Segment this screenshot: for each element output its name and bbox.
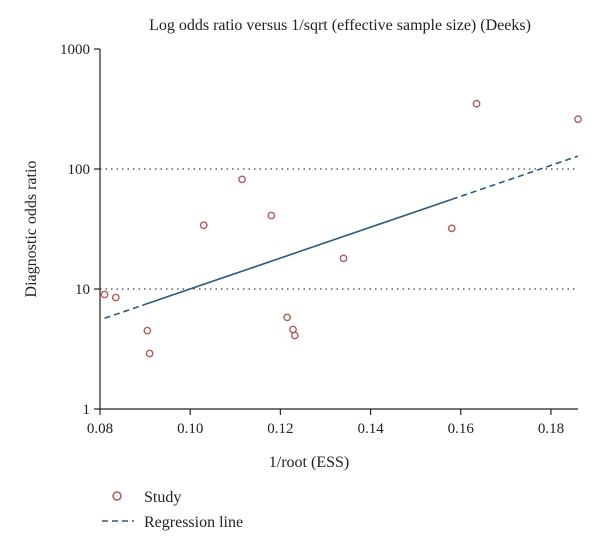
x-axis-label: 1/root (ESS) [269, 454, 349, 471]
x-tick-label: 0.08 [87, 421, 113, 437]
axes [94, 48, 578, 415]
regression-line-segment [451, 155, 579, 201]
x-tick-label: 0.18 [538, 421, 564, 437]
y-tick-label: 1000 [60, 42, 90, 58]
study-point [100, 290, 109, 299]
legend-study-label: Study [144, 489, 181, 506]
x-tick-label: 0.16 [448, 421, 475, 437]
study-point [238, 175, 246, 184]
grid-lines [100, 168, 578, 290]
y-tick-label: 10 [75, 282, 90, 298]
x-tick-label: 0.10 [177, 421, 203, 437]
study-point [111, 293, 120, 302]
y-axis-label: Diagnostic odds ratio [23, 161, 40, 298]
study-point [267, 211, 276, 220]
legend-study-symbol [112, 491, 122, 501]
study-point [290, 331, 299, 340]
legend-regression-label: Regression line [144, 514, 243, 531]
study-point [339, 254, 348, 263]
study-point [145, 349, 154, 358]
chart-text: 1 10 100 1000 0.08 0.10 0.12 0.14 0.16 0.18 Log od… [23, 17, 564, 471]
regression-line-segment [144, 198, 452, 306]
study-point [143, 326, 152, 335]
legend: Study Regression line [102, 489, 243, 531]
study-point [447, 224, 456, 233]
regression-line-segment [104, 303, 146, 320]
x-tick-label: 0.14 [357, 421, 384, 437]
chart-title: Log odds ratio versus 1/sqrt (effective … [149, 17, 531, 34]
y-tick-label: 100 [68, 162, 91, 178]
study-points [100, 99, 582, 358]
study-point [472, 99, 481, 108]
study-point [574, 115, 582, 124]
y-tick-label: 1 [83, 402, 91, 418]
study-point [199, 221, 208, 230]
study-point [283, 313, 292, 322]
x-tick-label: 0.12 [267, 421, 293, 437]
regression-line [104, 155, 579, 320]
